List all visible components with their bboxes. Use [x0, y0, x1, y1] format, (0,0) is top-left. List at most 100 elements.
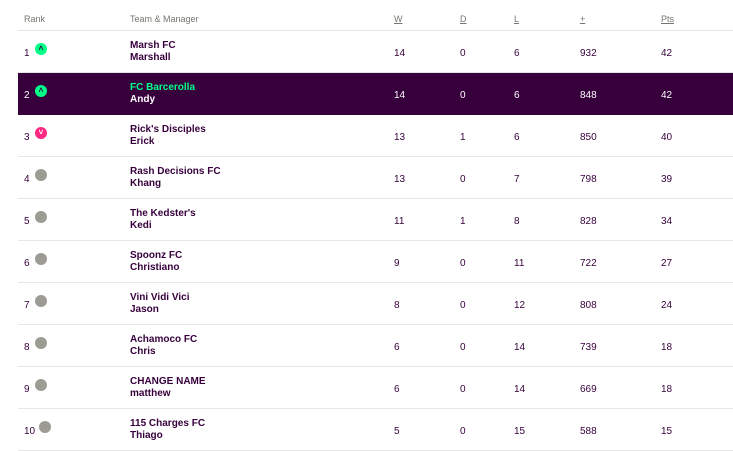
plus-value: 669 [580, 384, 597, 395]
points-value: 42 [661, 90, 673, 101]
rank-number: 2 [24, 90, 30, 101]
team-manager-cell: Achamoco FC Chris [130, 334, 197, 358]
points-value: 42 [661, 48, 673, 59]
wins-value: 5 [394, 426, 400, 437]
team-name-link[interactable]: Rash Decisions FC [130, 166, 221, 177]
team-name-link[interactable]: CHANGE NAME [130, 376, 206, 387]
plus-value: 850 [580, 132, 597, 143]
chevron-down-icon: ˅ [35, 127, 47, 139]
plus-value: 588 [580, 426, 597, 437]
team-manager-cell: Rash Decisions FC Khang [130, 166, 221, 190]
header-rank: Rank [24, 14, 46, 24]
losses-value: 14 [514, 342, 526, 353]
no-change-icon [35, 169, 47, 181]
points-value: 24 [661, 300, 673, 311]
table-row[interactable]: 4 Rash Decisions FC Khang 13 0 7 798 39 [18, 157, 733, 199]
rank-number: 9 [24, 384, 30, 395]
manager-name: Khang [130, 178, 162, 189]
draws-value: 0 [460, 342, 466, 353]
manager-name: Andy [130, 94, 155, 105]
losses-value: 11 [514, 258, 525, 269]
wins-value: 13 [394, 132, 406, 143]
wins-value: 11 [394, 216, 405, 227]
team-manager-cell: CHANGE NAME matthew [130, 376, 206, 400]
wins-value: 6 [394, 342, 400, 353]
rank-number: 5 [24, 216, 30, 227]
team-manager-cell: FC Barcerolla Andy [130, 82, 195, 106]
losses-value: 6 [514, 48, 520, 59]
wins-value: 6 [394, 384, 400, 395]
points-value: 39 [661, 174, 673, 185]
chevron-up-icon: ˄ [35, 43, 47, 55]
wins-value: 9 [394, 258, 400, 269]
manager-name: Kedi [130, 220, 152, 231]
team-name-link[interactable]: The Kedster's [130, 208, 196, 219]
team-name-link[interactable]: Achamoco FC [130, 334, 198, 345]
draws-value: 0 [460, 48, 466, 59]
points-value: 18 [661, 384, 673, 395]
rank-number: 6 [24, 258, 30, 269]
table-row[interactable]: 2 ˄ FC Barcerolla Andy 14 0 6 848 42 [18, 73, 733, 115]
losses-value: 14 [514, 384, 526, 395]
wins-value: 14 [394, 48, 406, 59]
losses-value: 12 [514, 300, 526, 311]
losses-value: 7 [514, 174, 520, 185]
table-header: Rank Team & Manager W D L + Pts [18, 0, 733, 31]
league-standings-table: Rank Team & Manager W D L + Pts 1 ˄ Mars… [18, 0, 733, 451]
team-name-link[interactable]: Marsh FC [130, 40, 176, 51]
manager-name: Thiago [130, 430, 163, 441]
header-plus-sort[interactable]: + [580, 14, 586, 24]
rank-number: 4 [24, 174, 30, 185]
draws-value: 0 [460, 174, 466, 185]
header-pts-sort[interactable]: Pts [661, 14, 675, 24]
no-change-icon [35, 337, 47, 349]
losses-value: 8 [514, 216, 520, 227]
team-manager-cell: Rick's Disciples Erick [130, 124, 206, 148]
points-value: 27 [661, 258, 673, 269]
team-name-link[interactable]: Vini Vidi Vici [130, 292, 190, 303]
losses-value: 15 [514, 426, 526, 437]
team-name-link[interactable]: 115 Charges FC [130, 418, 206, 429]
manager-name: Chris [130, 346, 156, 357]
team-manager-cell: Spoonz FC Christiano [130, 250, 182, 274]
header-team-manager: Team & Manager [130, 14, 199, 24]
plus-value: 808 [580, 300, 597, 311]
team-name-link[interactable]: FC Barcerolla [130, 82, 196, 93]
table-row[interactable]: 6 Spoonz FC Christiano 9 0 11 722 27 [18, 241, 733, 283]
no-change-icon [35, 295, 47, 307]
rank-number: 3 [24, 132, 30, 143]
draws-value: 0 [460, 90, 466, 101]
table-row[interactable]: 1 ˄ Marsh FC Marshall 14 0 6 932 42 [18, 31, 733, 73]
table-row[interactable]: 7 Vini Vidi Vici Jason 8 0 12 808 24 [18, 283, 733, 325]
rank-number: 7 [24, 300, 30, 311]
draws-value: 0 [460, 426, 466, 437]
losses-value: 6 [514, 132, 520, 143]
points-value: 40 [661, 132, 673, 143]
no-change-icon [35, 253, 47, 265]
team-manager-cell: Marsh FC Marshall [130, 40, 176, 64]
table-row[interactable]: 3 ˅ Rick's Disciples Erick 13 1 6 850 40 [18, 115, 733, 157]
manager-name: Marshall [130, 52, 171, 63]
rank-number: 1 [24, 48, 30, 59]
table-row[interactable]: 5 The Kedster's Kedi 11 1 8 828 34 [18, 199, 733, 241]
header-w-sort[interactable]: W [394, 14, 403, 24]
team-name-link[interactable]: Spoonz FC [130, 250, 183, 261]
table-row[interactable]: 9 CHANGE NAME matthew 6 0 14 669 18 [18, 367, 733, 409]
team-name-link[interactable]: Rick's Disciples [130, 124, 206, 135]
team-manager-cell: The Kedster's Kedi [130, 208, 196, 232]
plus-value: 739 [580, 342, 597, 353]
header-l-sort[interactable]: L [514, 14, 520, 24]
draws-value: 1 [460, 216, 466, 227]
table-body: 1 ˄ Marsh FC Marshall 14 0 6 932 42 2 ˄ … [18, 31, 733, 451]
points-value: 34 [661, 216, 673, 227]
header-d-sort[interactable]: D [460, 14, 467, 24]
draws-value: 1 [460, 132, 466, 143]
plus-value: 798 [580, 174, 597, 185]
plus-value: 932 [580, 48, 597, 59]
manager-name: Christiano [130, 262, 180, 273]
table-row[interactable]: 10 115 Charges FC Thiago 5 0 15 588 15 [18, 409, 733, 451]
table-row[interactable]: 8 Achamoco FC Chris 6 0 14 739 18 [18, 325, 733, 367]
plus-value: 828 [580, 216, 597, 227]
draws-value: 0 [460, 258, 466, 269]
points-value: 15 [661, 426, 673, 437]
